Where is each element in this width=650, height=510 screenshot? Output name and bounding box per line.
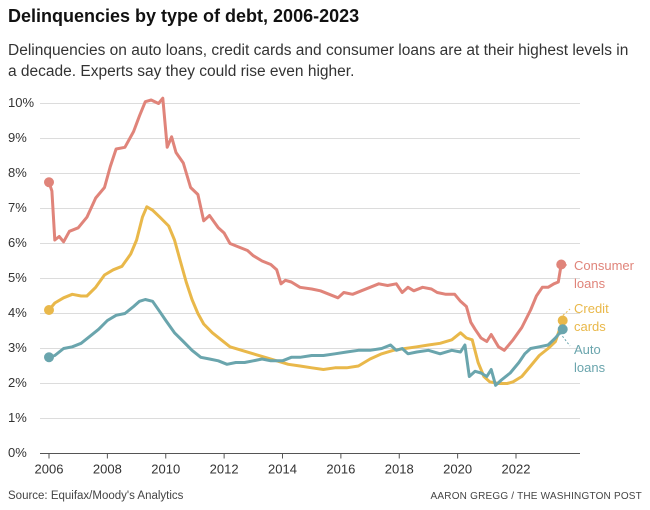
x-tick-label: 2022: [502, 462, 531, 477]
auto-loans-label: Auto loans: [574, 342, 606, 375]
y-tick-label: 4%: [8, 305, 27, 320]
chart-title: Delinquencies by type of debt, 2006-2023: [8, 6, 360, 26]
x-tick-label: 2016: [326, 462, 355, 477]
credit-cards-line: [47, 205, 565, 385]
auto-loans-end-point: [557, 324, 568, 335]
y-tick-label: 3%: [8, 340, 27, 355]
x-tick-label: 2008: [93, 462, 122, 477]
source-note: Source: Equifax/Moody's Analytics: [8, 490, 184, 502]
x-tick-label: 2018: [385, 462, 414, 477]
x-tick-label: 2014: [268, 462, 297, 477]
x-tick-label: 2006: [35, 462, 64, 477]
consumer-loans-start-point: [44, 177, 54, 188]
y-tick-label: 1%: [8, 410, 27, 425]
auto-loans-label-leader: [559, 332, 571, 347]
y-tick-label: 9%: [8, 130, 27, 145]
credit-cards-start-point: [44, 305, 54, 315]
byline-credit: AARON GREGG / THE WASHINGTON POST: [430, 491, 642, 502]
credit-cards-label: Credit cards: [574, 301, 609, 334]
x-tick-label: 2012: [210, 462, 239, 477]
credit-cards-end-point: [557, 315, 568, 326]
y-tick-label: 10%: [8, 95, 34, 110]
y-tick-label: 7%: [8, 200, 27, 215]
y-tick-label: 5%: [8, 270, 27, 285]
auto-loans-start-point: [44, 352, 54, 363]
y-tick-label: 6%: [8, 235, 27, 250]
consumer-loans-line: [47, 96, 563, 352]
chart-subtitle: Delinquencies on auto loans, credit card…: [8, 42, 629, 80]
y-tick-label: 0%: [8, 445, 27, 460]
x-tick-label: 2010: [151, 462, 180, 477]
consumer-loans-label: Consumer loans: [574, 258, 635, 291]
y-tick-label: 8%: [8, 165, 27, 180]
y-tick-label: 2%: [8, 375, 27, 390]
x-tick-label: 2020: [443, 462, 472, 477]
auto-loans-line: [47, 298, 565, 387]
